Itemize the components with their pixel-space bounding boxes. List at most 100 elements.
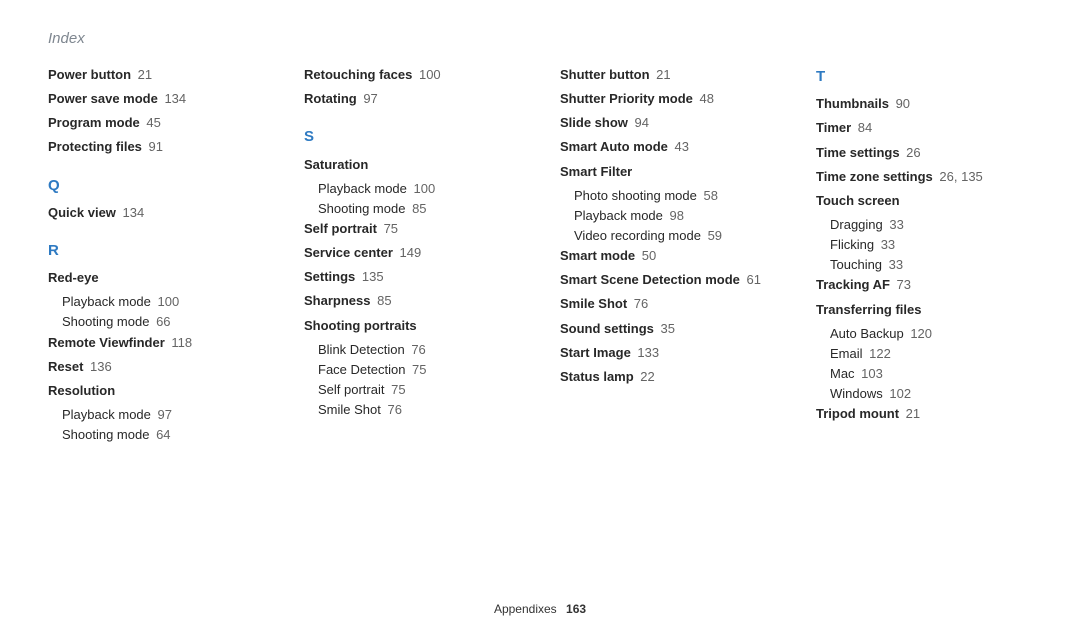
index-subentry[interactable]: Flicking 33 [830,235,1032,255]
page-title: Index [48,30,1032,47]
subentry-page: 120 [907,326,932,341]
subentry-term: Playback mode [318,181,407,196]
index-entry[interactable]: Resolution [48,381,264,401]
index-entry[interactable]: Shooting portraits [304,316,520,336]
subentry-page: 122 [866,346,891,361]
index-entry[interactable]: Rotating 97 [304,89,520,109]
entry-term: Saturation [304,157,368,172]
entry-page: 26, 135 [936,169,983,184]
subentry-term: Flicking [830,237,874,252]
index-subentry[interactable]: Windows 102 [830,384,1032,404]
index-entry[interactable]: Shutter button 21 [560,65,776,85]
entry-page: 94 [631,115,649,130]
entry-term: Tripod mount [816,406,899,421]
index-entry[interactable]: Retouching faces 100 [304,65,520,85]
index-subentry[interactable]: Playback mode 97 [62,405,264,425]
index-entry[interactable]: Shutter Priority mode 48 [560,89,776,109]
index-entry[interactable]: Touch screen [816,191,1032,211]
entry-page: 97 [360,91,378,106]
entry-term: Self portrait [304,221,377,236]
entry-term: Time settings [816,145,900,160]
index-entry[interactable]: Remote Viewfinder 118 [48,333,264,353]
index-subentry[interactable]: Email 122 [830,344,1032,364]
entry-page: 21 [902,406,920,421]
index-entry[interactable]: Protecting files 91 [48,137,264,157]
index-entry[interactable]: Power button 21 [48,65,264,85]
index-entry[interactable]: Time zone settings 26, 135 [816,167,1032,187]
index-entry[interactable]: Smile Shot 76 [560,294,776,314]
index-subentry[interactable]: Smile Shot 76 [318,400,520,420]
subentry-term: Photo shooting mode [574,188,697,203]
index-entry[interactable]: Time settings 26 [816,143,1032,163]
entry-page: 135 [358,269,383,284]
index-column: Shutter button 21 Shutter Priority mode 4… [560,65,776,445]
page-footer: Appendixes 163 [0,602,1080,616]
index-entry[interactable]: Saturation [304,155,520,175]
index-entry[interactable]: Status lamp 22 [560,367,776,387]
index-letter: S [304,125,520,148]
subentry-page: 98 [666,208,684,223]
entry-page: 134 [119,205,144,220]
subentry-page: 102 [886,386,911,401]
entry-term: Time zone settings [816,169,933,184]
subentry-term: Email [830,346,863,361]
entry-term: Reset [48,359,83,374]
index-subentry[interactable]: Auto Backup 120 [830,324,1032,344]
subentry-page: 75 [387,382,405,397]
index-entry[interactable]: Sound settings 35 [560,319,776,339]
index-subentry[interactable]: Photo shooting mode 58 [574,186,776,206]
index-subentry[interactable]: Mac 103 [830,364,1032,384]
index-entry[interactable]: Service center 149 [304,243,520,263]
index-subentry[interactable]: Video recording mode 59 [574,226,776,246]
index-subentry[interactable]: Shooting mode 66 [62,312,264,332]
index-entry[interactable]: Sharpness 85 [304,291,520,311]
entry-term: Start Image [560,345,631,360]
index-entry[interactable]: Transferring files [816,300,1032,320]
index-entry[interactable]: Reset 136 [48,357,264,377]
index-subentry[interactable]: Blink Detection 76 [318,340,520,360]
entry-page: 26 [903,145,921,160]
index-entry[interactable]: Timer 84 [816,118,1032,138]
entry-term: Remote Viewfinder [48,335,165,350]
index-entry[interactable]: Thumbnails 90 [816,94,1032,114]
entry-term: Resolution [48,383,115,398]
entry-page: 85 [373,293,391,308]
index-entry[interactable]: Tripod mount 21 [816,404,1032,424]
entry-term: Service center [304,245,393,260]
index-entry[interactable]: Self portrait 75 [304,219,520,239]
index-subentry[interactable]: Shooting mode 64 [62,425,264,445]
subentry-term: Playback mode [62,407,151,422]
entry-term: Smart mode [560,248,635,263]
index-entry[interactable]: Program mode 45 [48,113,264,133]
index-entry[interactable]: Slide show 94 [560,113,776,133]
entry-term: Smile Shot [560,296,627,311]
index-subentry[interactable]: Playback mode 100 [62,292,264,312]
index-columns: Power button 21 Power save mode 134 Progra… [48,65,1032,445]
entry-page: 22 [637,369,655,384]
index-subentry[interactable]: Face Detection 75 [318,360,520,380]
index-subentry[interactable]: Playback mode 100 [318,179,520,199]
index-entry[interactable]: Power save mode 134 [48,89,264,109]
index-subentry[interactable]: Dragging 33 [830,215,1032,235]
index-entry[interactable]: Smart Auto mode 43 [560,137,776,157]
index-subentry[interactable]: Touching 33 [830,255,1032,275]
index-entry[interactable]: Quick view 134 [48,203,264,223]
index-column: TThumbnails 90Timer 84Time settings 26Ti… [816,65,1032,445]
index-entry[interactable]: Smart mode 50 [560,246,776,266]
index-entry[interactable]: Settings 135 [304,267,520,287]
entry-page: 48 [696,91,714,106]
index-entry[interactable]: Smart Scene Detection mode 61 [560,270,776,290]
subentry-page: 76 [384,402,402,417]
entry-term: Rotating [304,91,357,106]
index-entry[interactable]: Red-eye [48,268,264,288]
index-entry[interactable]: Start Image 133 [560,343,776,363]
subentry-term: Face Detection [318,362,405,377]
index-entry[interactable]: Tracking AF 73 [816,275,1032,295]
entry-term: Sound settings [560,321,654,336]
entry-page: 100 [415,67,440,82]
index-subentry[interactable]: Shooting mode 85 [318,199,520,219]
entry-term: Power button [48,67,131,82]
index-subentry[interactable]: Self portrait 75 [318,380,520,400]
index-entry[interactable]: Smart Filter [560,162,776,182]
index-subentry[interactable]: Playback mode 98 [574,206,776,226]
